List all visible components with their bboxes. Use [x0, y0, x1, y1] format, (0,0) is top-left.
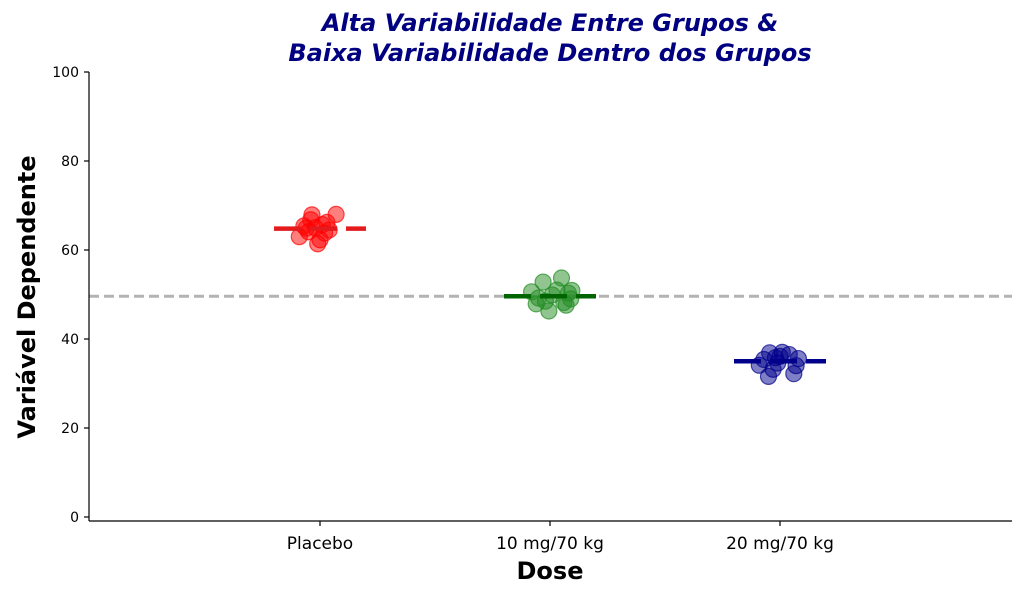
- x-tick-label-1: Placebo: [287, 534, 353, 554]
- x-tick-label-3: 20 mg/70 kg: [726, 534, 834, 554]
- y-axis-ticks: 0 20 40 60 80 100: [52, 65, 89, 526]
- y-tick-label-6: 100: [52, 65, 79, 81]
- y-axis-label: Variável Dependente: [13, 155, 41, 438]
- chart-title-line-2: Baixa Variabilidade Dentro dos Grupos: [288, 39, 811, 67]
- y-tick-label-3: 40: [61, 332, 79, 348]
- data-point-2-4: [534, 273, 552, 291]
- y-tick-label-1: 0: [70, 510, 79, 526]
- data-point-2-9: [552, 269, 571, 287]
- data-point-3-12: [789, 349, 808, 368]
- x-axis-label: Dose: [517, 557, 584, 585]
- group-mean-lines: [274, 226, 826, 364]
- data-points: [290, 205, 808, 385]
- data-point-1-12: [327, 205, 345, 223]
- y-tick-label-5: 80: [61, 154, 79, 170]
- x-tick-label-2: 10 mg/70 kg: [496, 534, 604, 554]
- chart-title-line-1: Alta Variabilidade Entre Grupos &: [320, 9, 778, 37]
- y-tick-label-2: 20: [61, 421, 79, 437]
- data-point-2-14: [563, 281, 581, 300]
- data-point-2-6: [540, 302, 558, 320]
- y-tick-label-4: 60: [61, 243, 79, 259]
- x-axis-ticks: Placebo 10 mg/70 kg 20 mg/70 kg: [287, 521, 834, 554]
